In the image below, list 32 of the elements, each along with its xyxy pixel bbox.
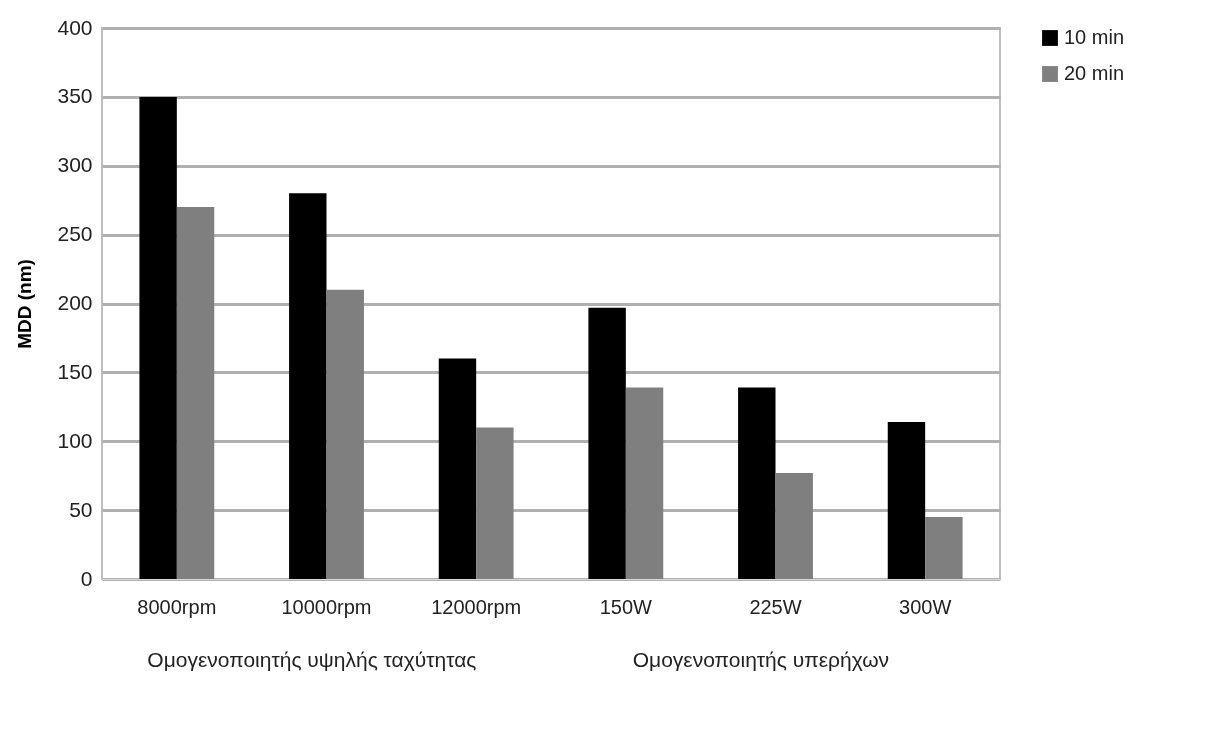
bar <box>438 358 477 579</box>
y-tick-label: 50 <box>69 497 93 521</box>
text: Ομογενοποιητής υψηλής ταχύτητας <box>146 647 478 673</box>
bar <box>738 387 776 579</box>
y-tick-label: 350 <box>57 84 93 108</box>
y-tick-label: 400 <box>57 15 93 39</box>
legend-label: 20 min <box>1064 62 1125 84</box>
y-tick-label: 300 <box>57 153 93 177</box>
bar <box>476 427 514 579</box>
bar <box>139 96 177 579</box>
y-axis-title: MDD (nm) <box>14 259 36 349</box>
bar <box>326 289 364 579</box>
bar <box>925 517 963 579</box>
text: Ομογενοποιητής υπερήχων <box>631 647 891 673</box>
bar <box>588 307 626 579</box>
bar <box>625 387 664 579</box>
x-tick-label: 300W <box>899 595 952 618</box>
x-tick-label: 8000rpm <box>137 595 217 618</box>
y-tick-label: 100 <box>57 428 93 452</box>
x-tick-label: 12000rpm <box>431 595 522 618</box>
bar <box>289 193 327 579</box>
y-tick-label: 0 <box>80 566 93 590</box>
x-tick-label: 10000rpm <box>281 595 372 618</box>
bar <box>176 207 215 579</box>
legend-label: 10 min <box>1064 26 1125 48</box>
bar <box>887 421 926 579</box>
y-tick-label: 200 <box>57 291 93 314</box>
y-tick-label: 150 <box>57 359 93 383</box>
x-tick-label: 225W <box>749 595 802 618</box>
y-tick-label: 250 <box>57 222 93 246</box>
bar <box>775 472 813 579</box>
x-tick-label: 150W <box>599 595 653 618</box>
